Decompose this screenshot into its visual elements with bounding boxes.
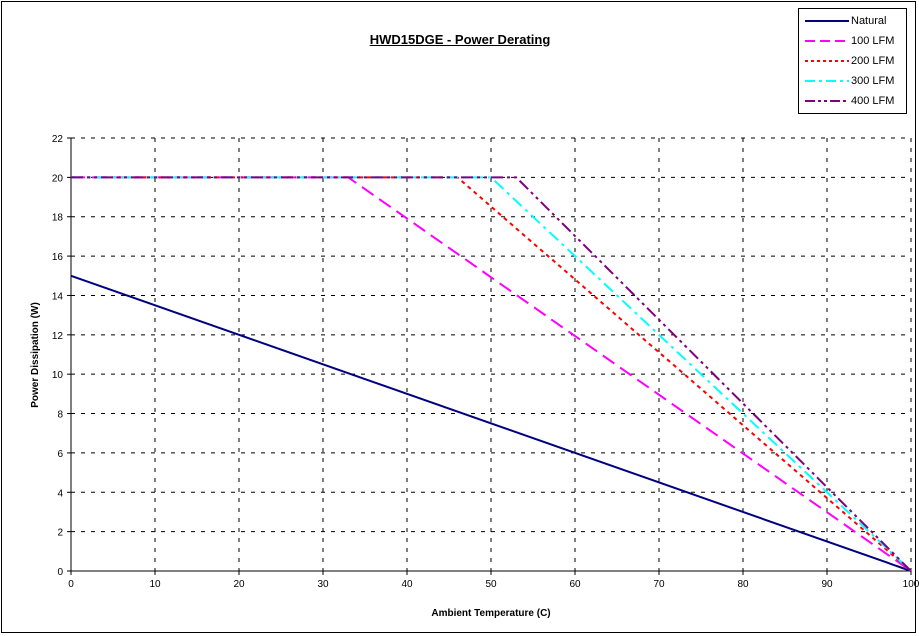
y-tick-label: 20 <box>52 173 64 184</box>
series-layer <box>70 176 912 572</box>
legend-swatch-natural <box>805 20 849 22</box>
y-tick-label: 18 <box>52 213 64 224</box>
x-tick-label: 60 <box>569 579 581 590</box>
legend-swatch-100-lfm <box>805 40 849 42</box>
chart-title: HWD15DGE - Power Derating <box>369 32 551 47</box>
legend-item-300-lfm: 300 LFM <box>805 72 894 90</box>
grid-layer <box>71 137 912 571</box>
y-axis-title: Power Dissipation (W) <box>30 302 41 408</box>
y-tick-label: 4 <box>57 488 63 499</box>
legend-label: 100 LFM <box>851 35 895 47</box>
legend-label: 200 LFM <box>851 55 895 67</box>
y-tick-label: 8 <box>57 410 63 421</box>
x-tick-label: 70 <box>653 579 665 590</box>
x-tick-label: 90 <box>821 579 833 590</box>
legend-label: 300 LFM <box>851 75 895 87</box>
x-tick-label: 30 <box>317 579 329 590</box>
x-axis-title: Ambient Temperature (C) <box>431 608 550 619</box>
y-tick-label: 6 <box>57 449 63 460</box>
x-tick-label: 50 <box>485 579 497 590</box>
y-tick-label: 2 <box>57 528 63 539</box>
legend-label: Natural <box>851 15 887 27</box>
legend-item-natural: Natural <box>805 12 886 30</box>
axes-layer: 0 2 4 6 8 10 12 14 16 18 20 22 0 10 20 30 40 50 60 70 80 90 10… <box>52 134 919 590</box>
x-tick-label: 80 <box>737 579 749 590</box>
y-tick-label: 10 <box>52 370 64 381</box>
legend-item-200-lfm: 200 LFM <box>805 52 894 70</box>
y-tick-label: 16 <box>52 252 64 263</box>
x-tick-label: 20 <box>233 579 245 590</box>
legend-swatch-200-lfm <box>805 60 849 62</box>
series-line-natural <box>70 274 912 572</box>
x-tick-label: 40 <box>401 579 413 590</box>
y-tick-label: 0 <box>57 567 63 578</box>
legend: Natural 100 LFM 200 LFM 300 LFM 400 LFM <box>798 8 907 114</box>
x-tick-label: 0 <box>68 579 74 590</box>
y-tick-label: 14 <box>52 291 64 302</box>
legend-label: 400 LFM <box>851 95 895 107</box>
series-line-400-lfm <box>71 176 912 572</box>
x-tick-label: 100 <box>903 579 919 590</box>
legend-item-400-lfm: 400 LFM <box>805 92 894 110</box>
y-tick-label: 22 <box>52 134 64 145</box>
x-tick-label: 10 <box>149 579 161 590</box>
legend-swatch-400-lfm <box>805 100 849 102</box>
legend-swatch-300-lfm <box>805 80 849 82</box>
legend-item-100-lfm: 100 LFM <box>805 32 894 50</box>
y-tick-label: 12 <box>52 331 64 342</box>
